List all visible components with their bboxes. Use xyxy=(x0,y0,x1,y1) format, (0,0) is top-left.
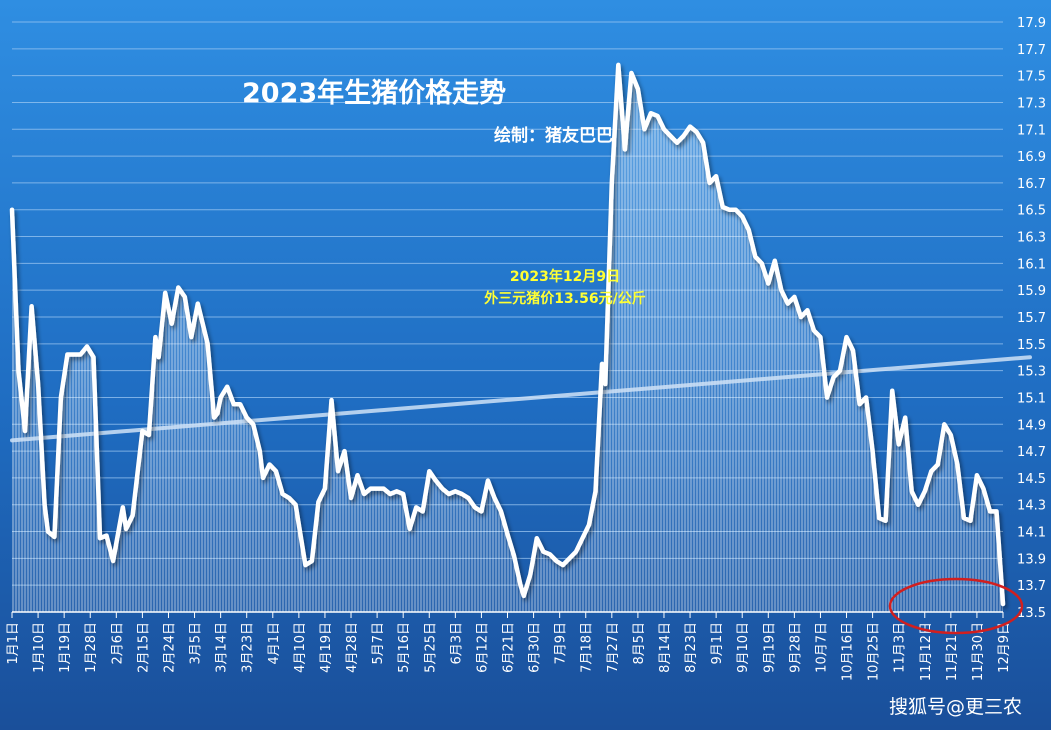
y-tick-label: 15.7 xyxy=(1017,311,1046,326)
x-tick-label: 12月9日 xyxy=(997,622,1012,673)
x-tick-label: 9月28日 xyxy=(788,622,803,673)
y-tick-label: 14.9 xyxy=(1017,418,1046,433)
x-tick-label: 9月1日 xyxy=(710,622,725,665)
y-tick-label: 15.9 xyxy=(1017,284,1046,299)
y-tick-label: 17.3 xyxy=(1017,96,1046,111)
x-tick-label: 6月30日 xyxy=(528,622,543,673)
chart-subtitle: 绘制：猪友巴巴 xyxy=(494,125,613,146)
y-tick-label: 16.9 xyxy=(1017,150,1046,165)
y-tick-label: 17.1 xyxy=(1017,123,1046,138)
x-tick-label: 2月15日 xyxy=(136,622,151,673)
price-series-line xyxy=(9,62,1006,607)
trendline xyxy=(10,355,1032,443)
watermark: 搜狐号@更三农 xyxy=(889,696,1022,718)
y-tick-label: 13.7 xyxy=(1017,579,1046,594)
price-area xyxy=(12,64,1003,612)
annotation-price: 外三元猪价13.56元/公斤 xyxy=(484,290,645,307)
x-tick-label: 11月30日 xyxy=(971,622,986,681)
y-tick-label: 15.3 xyxy=(1017,365,1046,380)
x-tick-label: 10月25日 xyxy=(867,622,882,681)
x-axis: 1月1日 1月10日 1月19日 1月28日 2月6日 2月15日 2月24日 3月5日 3月1… xyxy=(6,611,1012,681)
x-tick-label: 6月12日 xyxy=(475,622,490,673)
x-tick-label: 2月6日 xyxy=(110,622,125,665)
x-tick-label: 11月21日 xyxy=(945,622,960,681)
x-tick-label: 1月19日 xyxy=(58,622,73,673)
x-tick-label: 6月21日 xyxy=(502,622,517,673)
area-hatch xyxy=(12,64,1003,612)
x-tick-label: 11月12日 xyxy=(919,622,934,681)
x-tick-label: 1月1日 xyxy=(6,622,21,665)
y-tick-label: 13.5 xyxy=(1017,606,1046,621)
y-tick-label: 16.3 xyxy=(1017,231,1046,246)
x-tick-label: 5月25日 xyxy=(423,622,438,673)
x-tick-label: 8月14日 xyxy=(658,622,673,673)
y-tick-label: 17.5 xyxy=(1017,70,1046,85)
x-tick-label: 7月9日 xyxy=(554,622,569,665)
y-tick-label: 14.5 xyxy=(1017,472,1046,487)
x-tick-label: 9月19日 xyxy=(762,622,777,673)
y-tick-label: 16.1 xyxy=(1017,257,1046,272)
x-tick-label: 10月7日 xyxy=(814,622,829,673)
x-tick-label: 8月5日 xyxy=(632,622,647,665)
x-tick-label: 9月10日 xyxy=(736,622,751,673)
chart-title: 2023年生猪价格走势 xyxy=(242,77,506,109)
x-tick-label: 2月24日 xyxy=(163,622,178,673)
x-tick-label: 8月23日 xyxy=(684,622,699,673)
x-tick-label: 7月27日 xyxy=(606,622,621,673)
x-tick-label: 5月16日 xyxy=(397,622,412,673)
x-tick-label: 4月10日 xyxy=(293,622,308,673)
highlight-ellipse xyxy=(888,577,1024,635)
x-tick-label: 3月14日 xyxy=(215,622,230,673)
x-tick-label: 6月3日 xyxy=(449,622,464,665)
price-line xyxy=(9,62,1006,607)
x-tick-label: 1月10日 xyxy=(32,622,47,673)
y-tick-label: 16.5 xyxy=(1017,204,1046,219)
y-tick-label: 17.7 xyxy=(1017,43,1046,58)
y-tick-label: 14.1 xyxy=(1017,526,1046,541)
y-tick-label: 15.5 xyxy=(1017,338,1046,353)
x-tick-label: 4月19日 xyxy=(319,622,334,673)
x-tick-label: 4月28日 xyxy=(345,622,360,673)
trendline-line xyxy=(10,355,1032,443)
x-tick-label: 11月3日 xyxy=(893,622,908,673)
x-tick-label: 1月28日 xyxy=(84,622,99,673)
y-tick-label: 13.9 xyxy=(1017,552,1046,567)
y-tick-label: 14.7 xyxy=(1017,445,1046,460)
x-tick-label: 7月18日 xyxy=(580,622,595,673)
x-tick-label: 3月5日 xyxy=(189,622,204,665)
y-tick-label: 17.9 xyxy=(1017,16,1046,31)
y-tick-label: 16.7 xyxy=(1017,177,1046,192)
annotation-date: 2023年12月9日 xyxy=(510,268,620,285)
x-tick-label: 5月7日 xyxy=(371,622,386,665)
x-tick-label: 3月23日 xyxy=(241,622,256,673)
x-tick-label: 4月1日 xyxy=(267,622,282,665)
y-tick-label: 14.3 xyxy=(1017,499,1046,514)
y-axis: 13.5 13.7 13.9 14.1 14.3 14.5 14.7 14.9 15.1 15.3… xyxy=(1017,16,1046,621)
y-tick-label: 15.1 xyxy=(1017,391,1046,406)
x-tick-label: 10月16日 xyxy=(841,622,856,681)
